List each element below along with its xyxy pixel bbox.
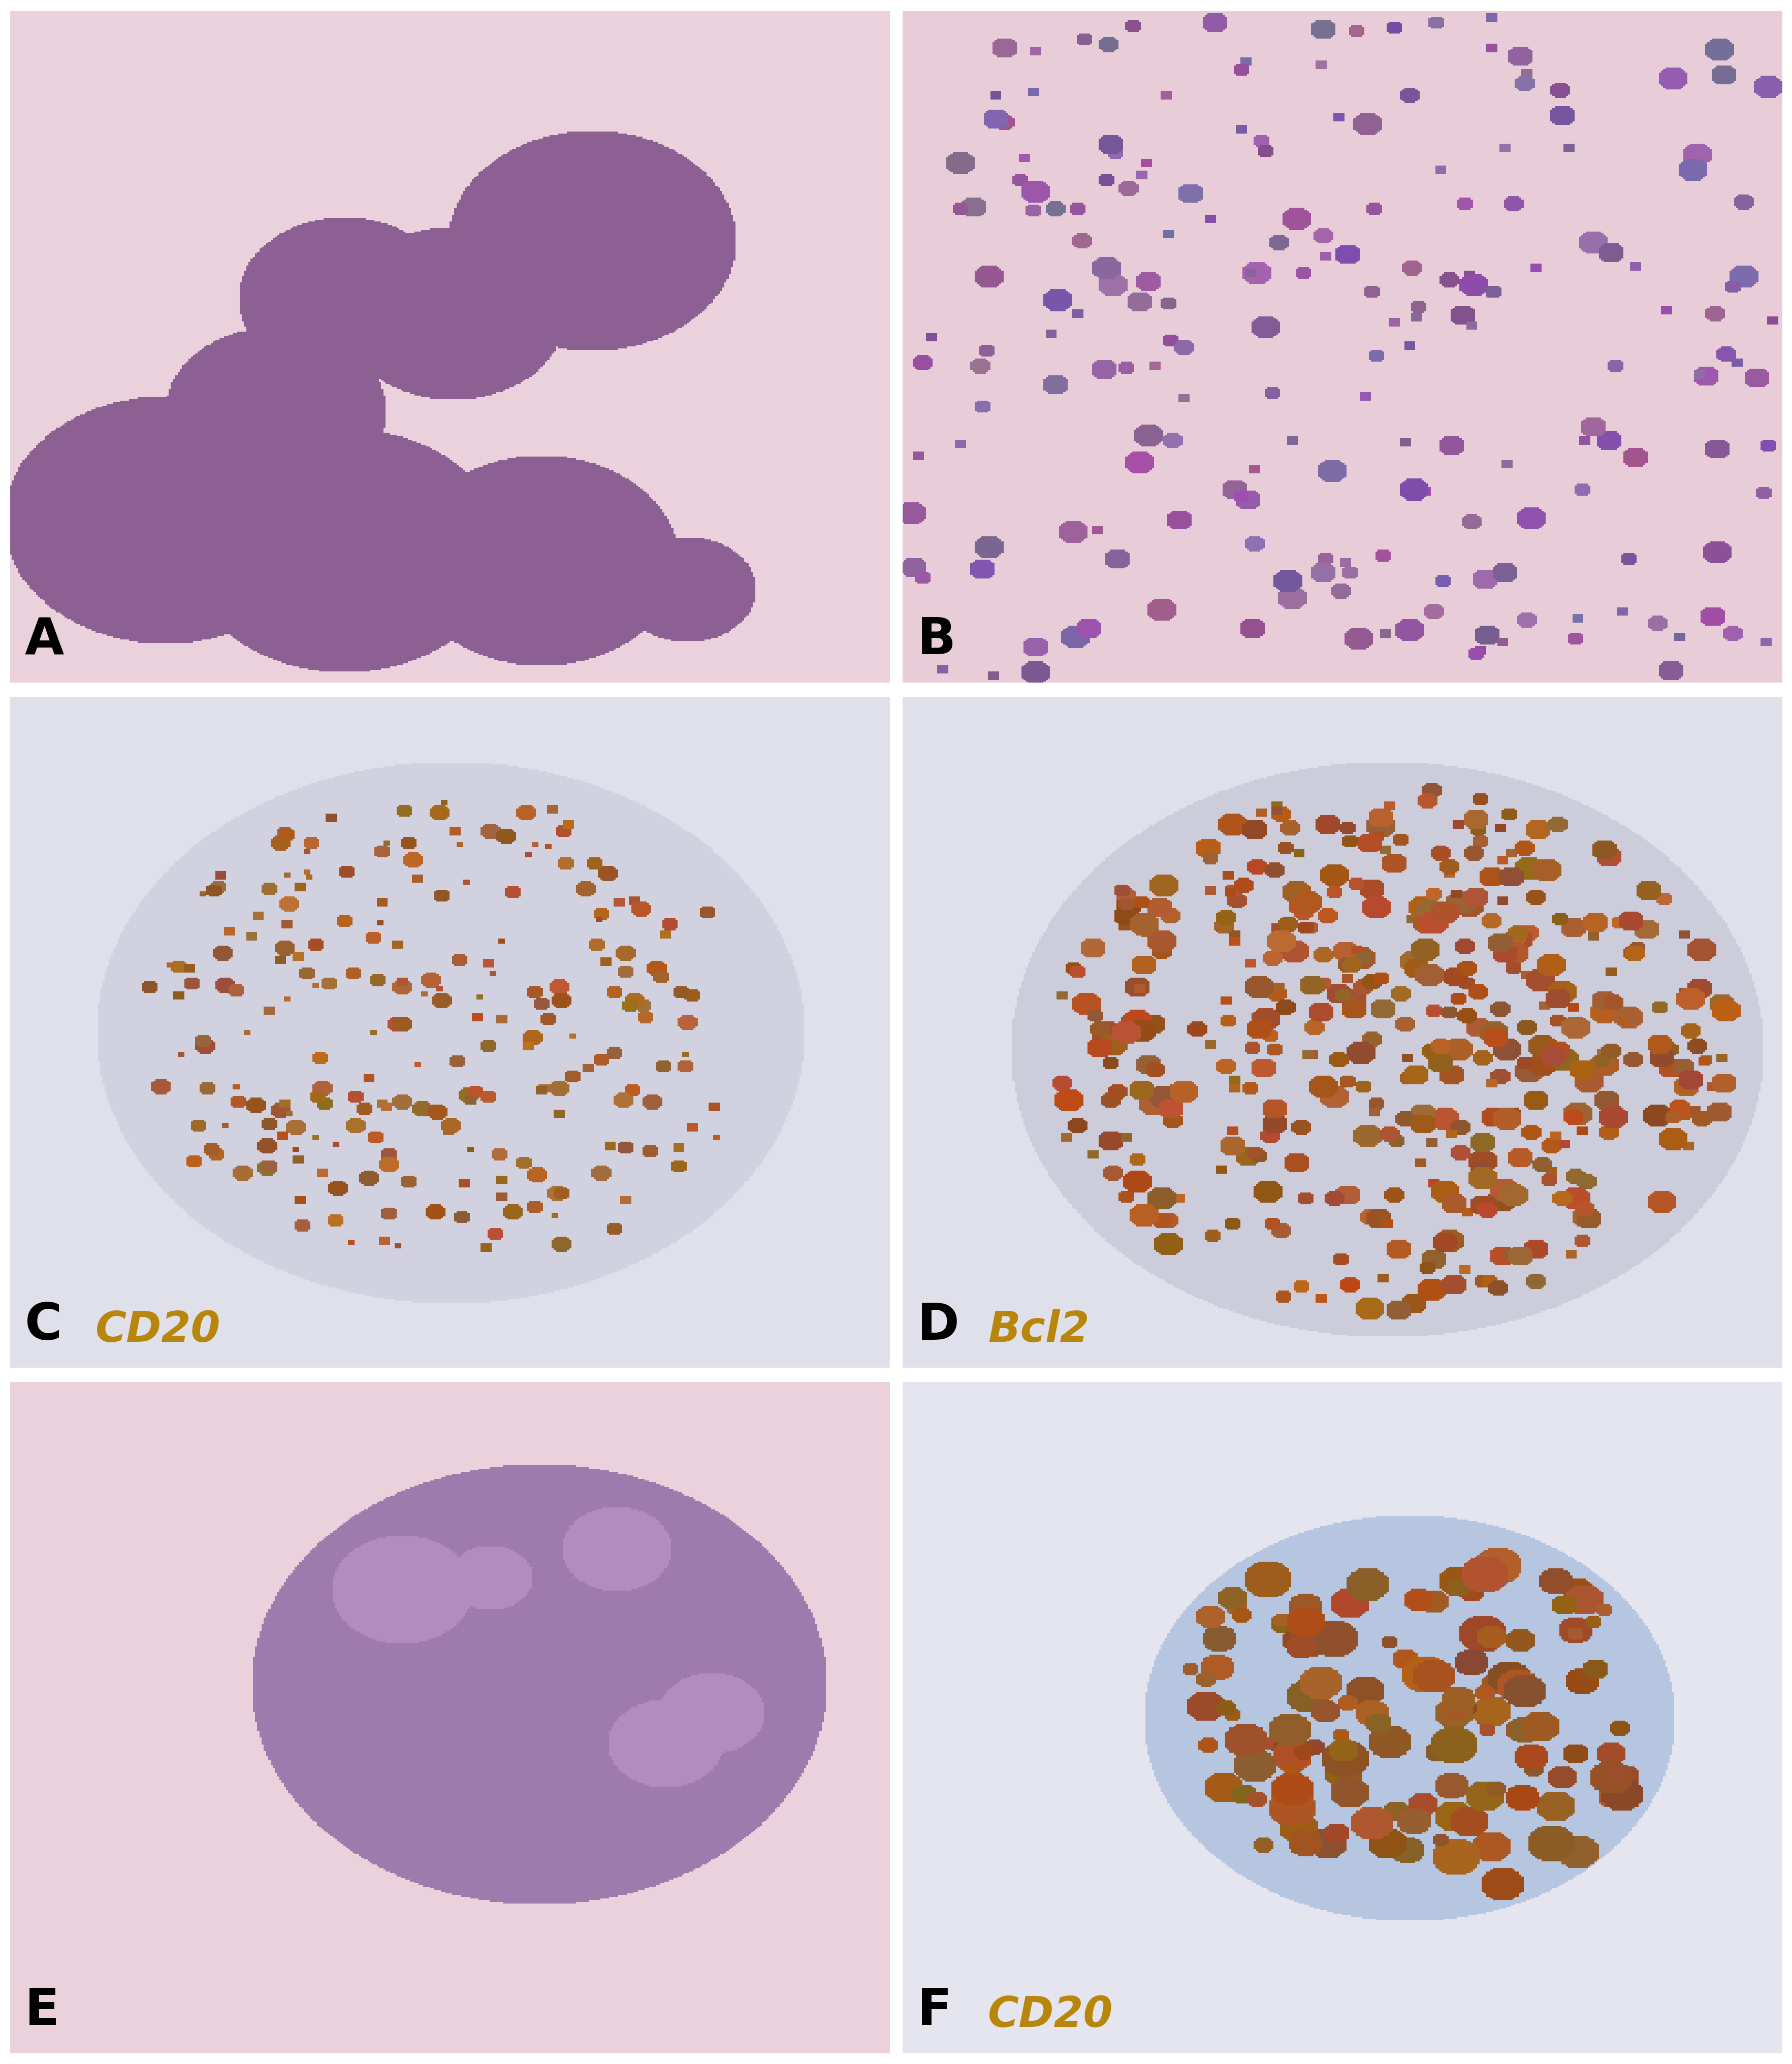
Text: E: E	[25, 1986, 59, 2035]
Text: CD20: CD20	[95, 1309, 220, 1350]
Text: C: C	[25, 1300, 63, 1350]
Text: B: B	[918, 615, 955, 665]
Text: F: F	[918, 1986, 952, 2035]
Text: A: A	[25, 615, 65, 665]
Text: D: D	[918, 1300, 959, 1350]
Text: CD20: CD20	[987, 1994, 1113, 2035]
Text: Bcl2: Bcl2	[987, 1309, 1090, 1350]
